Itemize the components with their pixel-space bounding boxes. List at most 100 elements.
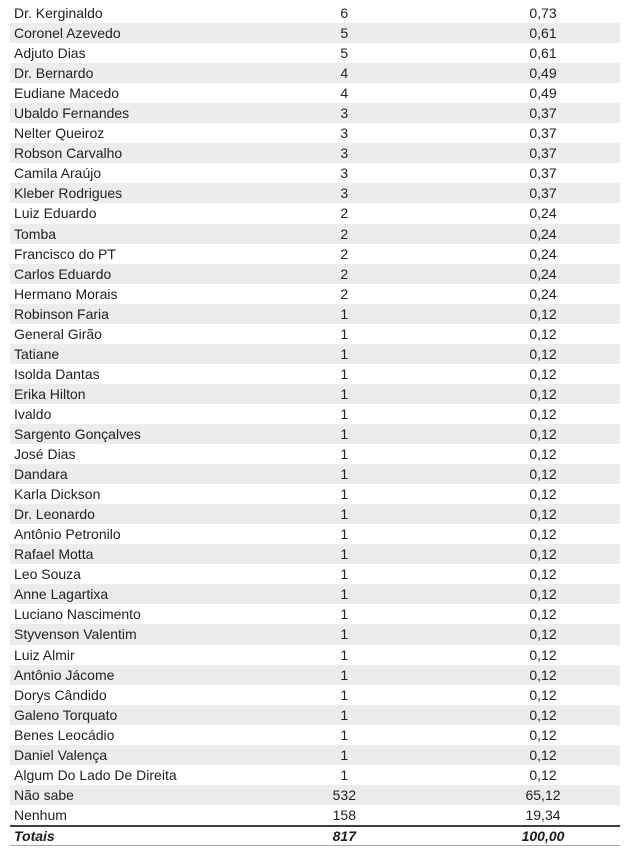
table-row: Luiz Almir 1 0,12 bbox=[10, 645, 620, 665]
name-cell: Antônio Jácome bbox=[14, 666, 115, 683]
percent-cell: 0,12 bbox=[529, 546, 557, 563]
percent-cell: 0,12 bbox=[529, 666, 557, 683]
table-row: Tatiane 1 0,12 bbox=[10, 343, 620, 364]
name-cell: Algum Do Lado De Direita bbox=[14, 766, 177, 783]
name-cell: Não sabe bbox=[14, 786, 74, 803]
name-cell: Nelter Queiroz bbox=[14, 125, 105, 142]
count-cell: 1 bbox=[340, 486, 349, 503]
name-cell: Dr. Kerginaldo bbox=[14, 5, 103, 22]
percent-cell: 0,12 bbox=[529, 766, 557, 783]
name-cell: Isolda Dantas bbox=[14, 365, 100, 382]
table-row: Nelter Queiroz 3 0,37 bbox=[10, 123, 620, 143]
percent-cell: 0,24 bbox=[529, 225, 557, 242]
count-cell: 1 bbox=[340, 546, 349, 563]
name-cell: Robson Carvalho bbox=[14, 145, 123, 162]
table-row: Tomba 2 0,24 bbox=[10, 223, 620, 244]
table-row: Styvenson Valentim 1 0,12 bbox=[10, 624, 620, 645]
count-cell: 1 bbox=[340, 726, 349, 743]
count-cell: 3 bbox=[340, 165, 349, 182]
percent-cell: 0,12 bbox=[529, 506, 557, 523]
percent-cell: 0,24 bbox=[529, 265, 557, 282]
count-cell: 2 bbox=[340, 245, 349, 262]
name-cell: Rafael Motta bbox=[14, 546, 94, 563]
totals-percent: 100,00 bbox=[521, 827, 565, 844]
table-row: Dr. Bernardo 4 0,49 bbox=[10, 63, 620, 84]
name-cell: Adjuto Dias bbox=[14, 45, 86, 62]
count-cell: 6 bbox=[340, 5, 349, 22]
percent-cell: 0,37 bbox=[529, 145, 557, 162]
table-row: Karla Dickson 1 0,12 bbox=[10, 484, 620, 504]
count-cell: 1 bbox=[340, 305, 349, 322]
count-cell: 1 bbox=[340, 526, 349, 543]
name-cell: Dr. Bernardo bbox=[14, 65, 94, 82]
table-row: Galeno Torquato 1 0,12 bbox=[10, 704, 620, 725]
percent-cell: 0,12 bbox=[529, 706, 557, 723]
name-cell: Karla Dickson bbox=[14, 486, 101, 503]
table-row: Ubaldo Fernandes 3 0,37 bbox=[10, 103, 620, 124]
table-row: Antônio Jácome 1 0,12 bbox=[10, 664, 620, 685]
table-row: Leo Souza 1 0,12 bbox=[10, 564, 620, 584]
table-row: Kleber Rodrigues 3 0,37 bbox=[10, 183, 620, 204]
percent-cell: 65,12 bbox=[525, 786, 561, 803]
name-cell: Dr. Leonardo bbox=[14, 506, 95, 523]
count-cell: 1 bbox=[340, 766, 349, 783]
percent-cell: 0,61 bbox=[529, 25, 557, 42]
count-cell: 3 bbox=[340, 145, 349, 162]
table-row: Robinson Faria 1 0,12 bbox=[10, 303, 620, 324]
count-cell: 3 bbox=[340, 125, 349, 142]
percent-cell: 0,24 bbox=[529, 205, 557, 222]
count-cell: 1 bbox=[340, 405, 349, 422]
name-cell: Dorys Cândido bbox=[14, 686, 107, 703]
table-row: Luiz Eduardo 2 0,24 bbox=[10, 203, 620, 223]
table-row: Camila Araújo 3 0,37 bbox=[10, 163, 620, 183]
count-cell: 3 bbox=[340, 105, 349, 122]
percent-cell: 19,34 bbox=[525, 806, 561, 823]
percent-cell: 0,12 bbox=[529, 686, 557, 703]
table-row: Anne Lagartixa 1 0,12 bbox=[10, 584, 620, 605]
name-cell: Tomba bbox=[14, 225, 57, 242]
percent-cell: 0,12 bbox=[529, 345, 557, 362]
percent-cell: 0,12 bbox=[529, 325, 557, 342]
name-cell: José Dias bbox=[14, 446, 76, 463]
name-cell: Nenhum bbox=[14, 806, 67, 823]
table-row: Coronel Azevedo 5 0,61 bbox=[10, 23, 620, 44]
count-cell: 1 bbox=[340, 586, 349, 603]
table-row: Robson Carvalho 3 0,37 bbox=[10, 143, 620, 164]
name-cell: Ivaldo bbox=[14, 405, 52, 422]
count-cell: 1 bbox=[340, 325, 349, 342]
percent-cell: 0,12 bbox=[529, 365, 557, 382]
percent-cell: 0,12 bbox=[529, 486, 557, 503]
count-cell: 1 bbox=[340, 426, 349, 442]
table-row: Antônio Petronilo 1 0,12 bbox=[10, 524, 620, 544]
count-cell: 2 bbox=[340, 225, 349, 242]
count-cell: 2 bbox=[340, 285, 349, 302]
table-row: General Girão 1 0,12 bbox=[10, 324, 620, 344]
name-cell: Erika Hilton bbox=[14, 385, 86, 402]
name-cell: General Girão bbox=[14, 325, 102, 342]
name-cell: Daniel Valença bbox=[14, 746, 108, 763]
percent-cell: 0,37 bbox=[529, 105, 557, 122]
name-cell: Hermano Morais bbox=[14, 285, 118, 302]
name-cell: Robinson Faria bbox=[14, 305, 109, 322]
table-row: Daniel Valença 1 0,12 bbox=[10, 744, 620, 765]
name-cell: Sargento Gonçalves bbox=[14, 426, 141, 442]
percent-cell: 0,12 bbox=[529, 446, 557, 463]
percent-cell: 0,37 bbox=[529, 125, 557, 142]
name-cell: Luiz Almir bbox=[14, 646, 75, 663]
name-cell: Luciano Nascimento bbox=[14, 606, 141, 623]
name-cell: Styvenson Valentim bbox=[14, 626, 137, 643]
name-cell: Antônio Petronilo bbox=[14, 526, 121, 543]
count-cell: 3 bbox=[340, 185, 349, 202]
percent-cell: 0,12 bbox=[529, 586, 557, 603]
percent-cell: 0,12 bbox=[529, 526, 557, 543]
table-body: Dr. Kerginaldo 6 0,73 Coronel Azevedo 5 … bbox=[0, 3, 627, 825]
table-row: Rafael Motta 1 0,12 bbox=[10, 544, 620, 565]
table-row: Isolda Dantas 1 0,12 bbox=[10, 364, 620, 384]
count-cell: 2 bbox=[340, 265, 349, 282]
percent-cell: 0,12 bbox=[529, 626, 557, 643]
percent-cell: 0,12 bbox=[529, 466, 557, 483]
totals-label: Totais bbox=[14, 827, 55, 844]
table-row: Dr. Kerginaldo 6 0,73 bbox=[10, 3, 620, 23]
table-row: Nenhum 158 19,34 bbox=[10, 805, 620, 825]
